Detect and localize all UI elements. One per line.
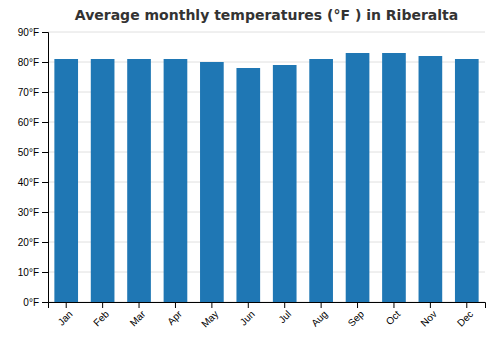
chart: 0°F 10°F 20°F 30°F 40°F 50°F 60°F 70°F 80°F 90°F J…: [0, 0, 500, 350]
y-tick-mark: [42, 242, 48, 243]
x-tick: May: [199, 302, 220, 330]
x-tick-label: Oct: [384, 308, 403, 327]
plot-area: 0°F 10°F 20°F 30°F 40°F 50°F 60°F 70°F 80°F 90°F J…: [18, 27, 486, 330]
y-axis-line: [42, 33, 49, 303]
y-tick-mark: [42, 32, 48, 33]
bar: [236, 68, 260, 302]
y-tick: 90°F: [18, 27, 48, 38]
y-tick-label: 80°F: [18, 57, 39, 68]
bars: [54, 53, 478, 302]
bar: [127, 59, 151, 302]
bar: [419, 56, 443, 302]
x-tick-mark: [321, 302, 322, 308]
x-tick-label: Apr: [165, 308, 184, 327]
x-tick-label: Jun: [238, 308, 257, 327]
bar: [273, 65, 297, 302]
y-tick-label: 60°F: [18, 117, 39, 128]
x-tick: Oct: [384, 302, 403, 327]
x-tick-mark: [102, 302, 103, 308]
y-tick-label: 90°F: [18, 27, 39, 38]
x-tick-mark: [139, 302, 140, 308]
x-tick-label: Sep: [346, 308, 367, 329]
y-tick-label: 70°F: [18, 87, 39, 98]
x-tick-label: May: [199, 308, 220, 329]
y-tick-mark: [42, 122, 48, 123]
x-tick-label: Feb: [91, 308, 111, 328]
y-tick-label: 20°F: [18, 237, 39, 248]
bar: [309, 59, 333, 302]
x-tick: Jul: [276, 302, 293, 325]
y-tick-mark: [42, 302, 48, 303]
y-tick: 50°F: [18, 147, 48, 158]
x-tick: Feb: [91, 302, 111, 328]
x-tick-label: Dec: [455, 308, 475, 328]
y-tick: 60°F: [18, 117, 48, 128]
x-tick-mark: [393, 302, 394, 308]
x-tick: Aug: [309, 302, 329, 329]
y-tick: 70°F: [18, 87, 48, 98]
x-tick: Sep: [346, 302, 367, 329]
x-tick-mark: [357, 302, 358, 308]
x-tick: Mar: [128, 302, 148, 328]
y-tick-label: 40°F: [18, 177, 39, 188]
x-tick: Dec: [455, 302, 475, 329]
y-tick-mark: [42, 92, 48, 93]
bar: [54, 59, 78, 302]
y-tick: 40°F: [18, 177, 48, 188]
x-tick-mark: [466, 302, 467, 308]
y-tick-label: 50°F: [18, 147, 39, 158]
x-axis: Jan Feb Mar Apr May Jun Jul Aug Sep Oct Nov Dec: [49, 302, 486, 330]
y-tick: 20°F: [18, 237, 48, 248]
y-tick: 0°F: [23, 297, 48, 308]
x-tick-mark: [430, 302, 431, 308]
x-axis-line: [49, 303, 486, 309]
x-tick-label: Mar: [128, 308, 148, 328]
x-tick-label: Jan: [56, 308, 75, 327]
grid: [48, 32, 485, 302]
y-tick-mark: [42, 62, 48, 63]
x-tick-mark: [211, 302, 212, 308]
x-tick-mark: [284, 302, 285, 308]
x-tick: Jun: [238, 302, 257, 328]
y-tick-mark: [42, 212, 48, 213]
y-tick-label: 30°F: [18, 207, 39, 218]
x-tick-mark: [248, 302, 249, 308]
x-tick-label: Aug: [309, 308, 329, 328]
y-axis: 0°F 10°F 20°F 30°F 40°F 50°F 60°F 70°F 80°F 90°F: [18, 27, 49, 308]
grid-line: [48, 32, 485, 33]
y-tick-mark: [42, 182, 48, 183]
bar: [91, 59, 115, 302]
x-tick-label: Jul: [276, 308, 293, 325]
x-tick: Apr: [165, 302, 184, 327]
y-tick: 10°F: [18, 267, 48, 278]
x-tick: Nov: [418, 302, 438, 329]
y-tick-label: 0°F: [23, 297, 39, 308]
bar: [455, 59, 479, 302]
y-tick-mark: [42, 152, 48, 153]
y-tick: 80°F: [18, 57, 48, 68]
y-tick-mark: [42, 272, 48, 273]
x-tick-mark: [66, 302, 67, 308]
x-tick-mark: [175, 302, 176, 308]
bar: [200, 62, 224, 302]
bar: [164, 59, 188, 302]
x-tick: Jan: [56, 302, 75, 328]
y-tick-label: 10°F: [18, 267, 39, 278]
y-tick: 30°F: [18, 207, 48, 218]
bar: [346, 53, 370, 302]
bar: [382, 53, 406, 302]
x-tick-label: Nov: [418, 308, 438, 328]
title: Average monthly temperatures (°F ) in Ri…: [75, 7, 458, 23]
